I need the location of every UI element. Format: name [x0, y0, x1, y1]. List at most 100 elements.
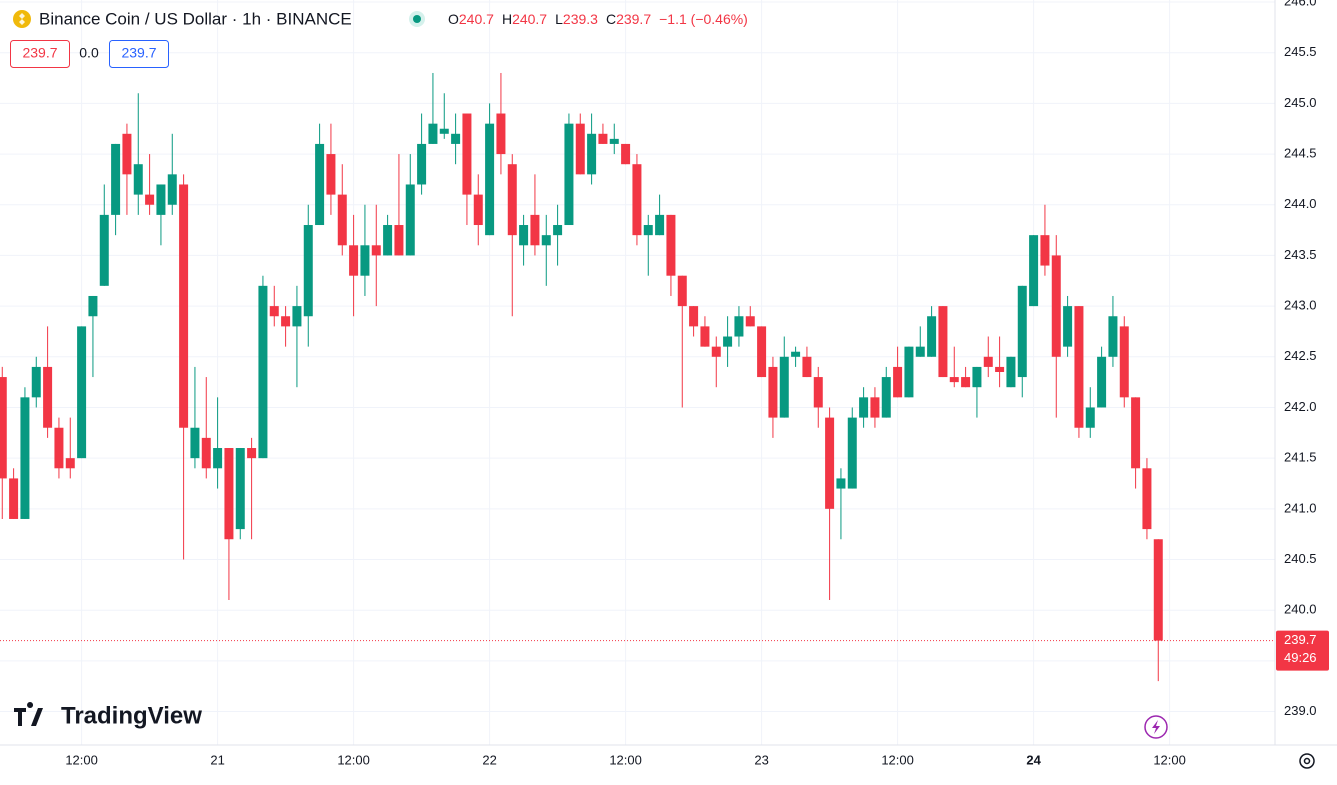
candle: [587, 113, 597, 185]
ohlc-value: 240.7: [459, 11, 494, 27]
candle-body: [473, 194, 483, 226]
candle: [54, 417, 64, 479]
candle-body: [553, 225, 563, 236]
alert-icon-glyph: [1152, 720, 1160, 734]
candle: [122, 123, 132, 215]
candle-body: [258, 285, 268, 459]
ohlc-value: 239.3: [563, 11, 598, 27]
candle: [0, 366, 7, 519]
candle-body: [1131, 397, 1141, 469]
candle-body: [417, 143, 427, 185]
candle-body: [655, 214, 665, 236]
y-tick-label: 240.5: [1284, 551, 1317, 566]
candle: [734, 306, 744, 347]
candle: [768, 356, 778, 438]
candle: [711, 336, 721, 388]
candle-body: [1074, 306, 1084, 428]
candle-body: [315, 143, 325, 226]
candle-body: [847, 417, 857, 489]
candle: [485, 103, 495, 236]
candle-body: [836, 478, 846, 489]
candle-body: [349, 245, 359, 276]
candle: [201, 377, 211, 479]
candle: [859, 387, 869, 428]
ohlc-values: O240.7 H240.7 L239.3 C239.7 −1.1 (−0.46%): [448, 11, 748, 27]
candle: [927, 306, 937, 357]
candle-body: [700, 326, 710, 347]
y-tick-label: 242.0: [1284, 399, 1317, 414]
candle-body: [9, 478, 19, 519]
candle-body: [723, 336, 733, 347]
candle-body: [326, 154, 336, 195]
candle-body: [111, 143, 121, 215]
candle-body: [496, 113, 506, 155]
candle: [1097, 346, 1107, 408]
candle: [530, 174, 540, 256]
y-tick-label: 244.5: [1284, 146, 1317, 161]
candle-body: [269, 306, 279, 317]
candle: [655, 194, 665, 236]
candle: [439, 93, 449, 139]
candle: [915, 326, 925, 357]
x-tick-label: 22: [482, 752, 496, 767]
candle-body: [88, 295, 98, 317]
candle-body: [666, 214, 676, 276]
candle-body: [1051, 255, 1061, 357]
y-tick-label: 244.0: [1284, 196, 1317, 211]
candle: [224, 448, 234, 601]
x-tick-label: 12:00: [65, 752, 98, 767]
candle-body: [598, 133, 608, 144]
candle-body: [303, 225, 313, 317]
candle-body: [802, 356, 812, 378]
x-tick-label: 12:00: [881, 752, 914, 767]
candle: [167, 133, 177, 215]
candle-body: [587, 133, 597, 175]
settings-icon[interactable]: [1299, 753, 1315, 769]
candle-body: [972, 366, 982, 388]
candle: [269, 285, 279, 327]
candle-body: [915, 346, 925, 357]
candle-body: [247, 448, 257, 459]
candle-body: [394, 225, 404, 256]
candle-body: [1085, 407, 1095, 428]
candle: [43, 326, 53, 438]
candle: [779, 336, 789, 418]
candle: [349, 214, 359, 317]
ohlc-label: H: [502, 11, 512, 27]
candle: [88, 295, 98, 378]
candle: [802, 346, 812, 378]
candle: [428, 72, 438, 144]
candle: [133, 93, 143, 215]
candle-body: [224, 448, 234, 540]
candle-body: [530, 214, 540, 246]
candle-body: [575, 123, 585, 175]
candle: [1029, 235, 1039, 307]
candle: [473, 174, 483, 246]
candle-body: [621, 143, 631, 165]
candle-body: [734, 316, 744, 337]
candle: [553, 204, 563, 266]
candle-body: [133, 164, 143, 195]
candle-body: [893, 366, 903, 398]
x-tick-label: 12:00: [337, 752, 370, 767]
candle-body: [383, 225, 393, 256]
x-tick-label: 21: [210, 752, 224, 767]
candle: [723, 316, 733, 367]
badge-text: 239.7: [121, 45, 156, 61]
candle: [9, 468, 19, 519]
symbol-title: Binance Coin / US Dollar · 1h · BINANCE: [39, 9, 352, 28]
candle-body: [541, 235, 551, 246]
y-tick-label: 246.0: [1284, 0, 1317, 8]
candle: [632, 154, 642, 246]
candle: [1108, 295, 1118, 367]
candle-body: [54, 427, 64, 469]
candle: [235, 448, 245, 540]
candles: [0, 72, 1275, 682]
candle-body: [360, 245, 370, 276]
candle-body: [190, 427, 200, 459]
candle-body: [961, 377, 971, 388]
candle: [1074, 306, 1084, 438]
candle: [247, 437, 257, 540]
candle: [315, 123, 325, 226]
candle-body: [122, 133, 132, 175]
